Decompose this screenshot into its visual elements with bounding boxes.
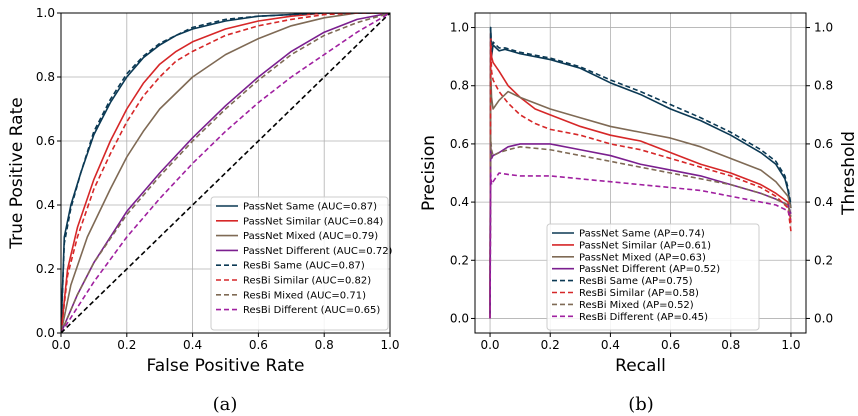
y-tick-label: 0.6 [36,134,55,148]
x-tick-label: 0.8 [721,338,740,352]
legend-entry: ResBi Same (AP=0.75) [579,276,693,287]
y-tick-label: 1.0 [36,6,55,20]
chance-diagonal-line [61,13,390,333]
x-tick-label: 0.4 [601,338,620,352]
panel-caption: (b) [628,394,654,415]
legend: PassNet Same (AP=0.74)PassNet Similar (A… [546,223,760,331]
series-line-5 [61,13,390,333]
legend-entry: ResBi Similar (AUC=0.82) [243,276,371,287]
series-line-2 [61,13,390,333]
legend-box [546,223,760,331]
y-tick-label: 0.4 [450,195,469,209]
x-tick-label: 0.0 [480,338,499,352]
legend-entry: ResBi Same (AUC=0.87) [243,261,365,272]
series-line-6 [61,13,390,333]
legend: PassNet Same (AUC=0.87) PassNet Similar (… [210,196,393,331]
y-tick-label: 0.2 [450,253,469,267]
series-line-4 [489,26,792,319]
legend-entry: PassNet Mixed (AUC=0.79) [243,231,378,242]
y2-tick-label: 0.4 [814,195,833,209]
series-line-6 [489,137,792,319]
series-line-3 [61,13,390,333]
y-axis-label: Precision [419,135,439,211]
x-tick-label: 0.4 [183,338,202,352]
legend-entry: PassNet Same (AP=0.74) [579,229,705,240]
precision-recall-chart: 0.0 0.2 0.4 0.6 0.8 1.0 0.0 0.2 0.4 0.6 0.8 1.0 0.0 0… [419,12,858,415]
y2-tick-label: 0.6 [814,137,833,151]
y2-tick-label: 1.0 [814,21,833,35]
x-axis-label: Recall [615,356,666,376]
series-group [489,26,792,319]
roc-chart: 0.0 0.2 0.4 0.6 0.8 1.0 0.0 0.2 0.4 0.6 0.8 1.0 Fals… [7,6,400,415]
legend-entry: ResBi Different (AP=0.45) [579,312,708,323]
legend-entry: PassNet Mixed (AP=0.63) [579,252,706,263]
y-tick-label: 0.0 [450,311,469,325]
legend-box [210,196,389,331]
series-group [61,13,390,333]
series-line-5 [489,41,792,319]
y-tick-label: 0.8 [36,70,55,84]
x-axis-label: False Positive Rate [147,356,305,376]
legend-entry: PassNet Different (AP=0.52) [579,264,720,275]
y-tick-label: 0.0 [36,326,55,340]
plot-frame [474,12,807,334]
y-tick-label: 0.6 [450,137,469,151]
x-tick-label: 1.0 [380,338,399,352]
legend-entry: ResBi Mixed (AUC=0.71) [243,290,366,301]
y2-axis-label: Threshold [839,131,858,216]
legend-entry: ResBi Mixed (AP=0.52) [579,300,694,311]
legend-entry: ResBi Different (AUC=0.65) [243,305,380,316]
plot-frame [60,12,391,334]
legend-entry: ResBi Similar (AP=0.58) [579,288,699,299]
y-tick-label: 0.8 [450,79,469,93]
x-tick-label: 0.0 [51,338,70,352]
y2-tick-label: 0.0 [814,311,833,325]
series-line-2 [489,70,792,319]
legend-entry: PassNet Same (AUC=0.87) [243,202,377,213]
x-tick-label: 0.6 [249,338,268,352]
x-tick-label: 0.6 [661,338,680,352]
y-tick-label: 0.2 [36,262,55,276]
series-line-7 [489,172,792,319]
y2-tick-label: 0.2 [814,253,833,267]
y-axis-label: True Positive Rate [7,97,27,249]
x-tick-label: 1.0 [781,338,800,352]
legend-entry: PassNet Similar (AP=0.61) [579,240,711,251]
panel-caption: (a) [213,394,238,415]
legend-entry: PassNet Similar (AUC=0.84) [243,216,383,227]
y-tick-label: 0.4 [36,198,55,212]
series-line-1 [489,32,792,319]
series-line-7 [61,13,390,333]
x-tick-label: 0.2 [117,338,136,352]
legend-entry: PassNet Different (AUC=0.72) [243,246,393,257]
x-tick-label: 0.2 [541,338,560,352]
series-line-4 [61,13,390,333]
series-line-1 [61,13,390,333]
x-tick-label: 0.8 [315,338,334,352]
y2-tick-label: 0.8 [814,79,833,93]
y-tick-label: 1.0 [450,21,469,35]
